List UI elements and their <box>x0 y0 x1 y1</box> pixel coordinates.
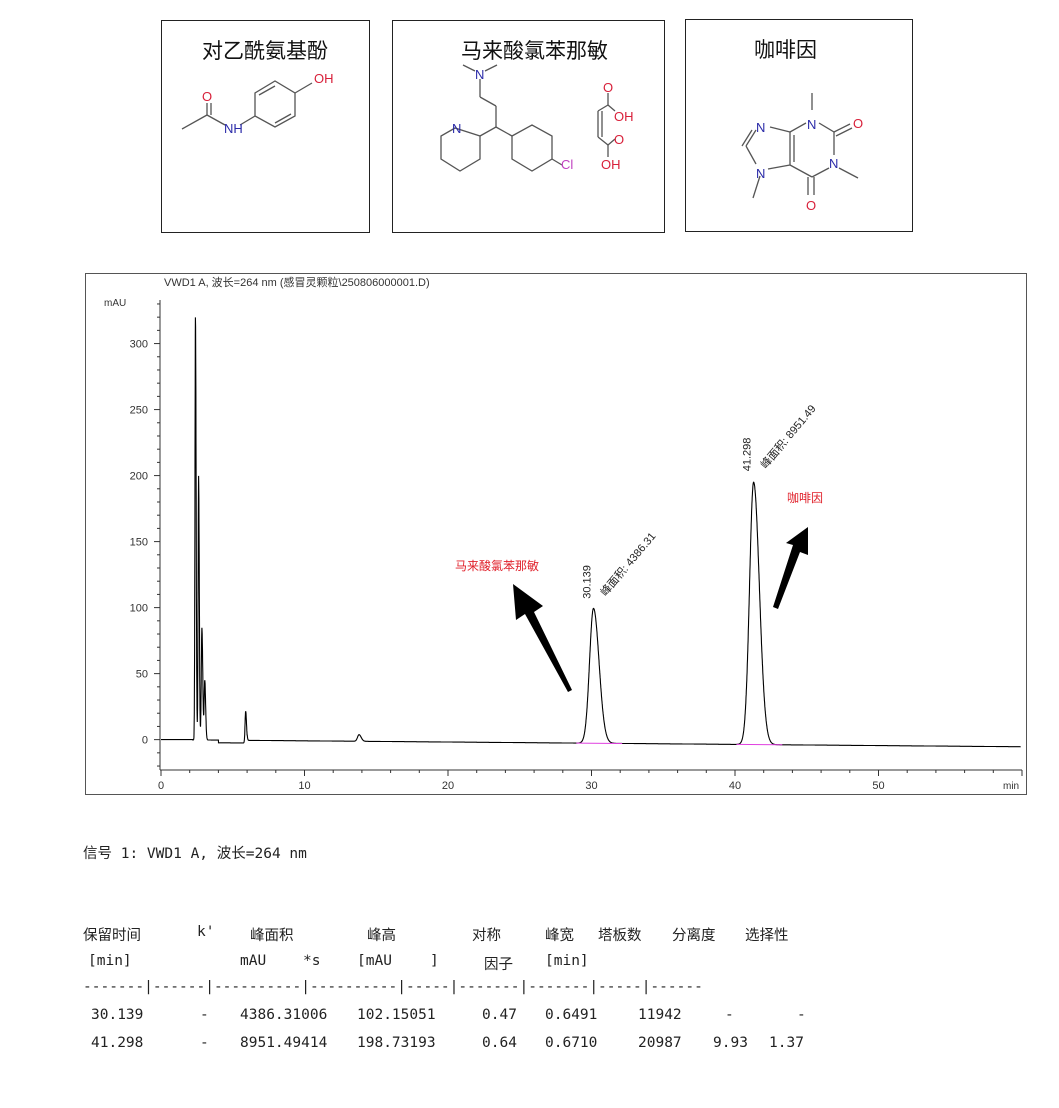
table-cell: 0.6491 <box>545 1007 598 1023</box>
table-cell: 4386.31006 <box>240 1007 328 1023</box>
atom-label: OH <box>314 71 334 86</box>
atom-label: N <box>829 156 838 171</box>
table-cell: - <box>725 1007 734 1023</box>
annotation-label: 咖啡因 <box>787 490 823 505</box>
table-cell: 20987 <box>638 1035 682 1051</box>
column-header: 峰高 <box>367 928 396 944</box>
compound-name: 马来酸氯苯那敏 <box>461 39 608 63</box>
atom-label: O <box>614 132 624 147</box>
table-cell: 8951.49414 <box>240 1035 328 1051</box>
y-axis-label: mAU <box>104 298 126 309</box>
x-tick-label: 50 <box>872 780 884 792</box>
atom-label: N <box>807 117 816 132</box>
table-cell: 11942 <box>638 1007 682 1023</box>
chlorphenamine-structure: N N Cl O OH O OH <box>440 64 634 172</box>
atom-label: N <box>452 121 461 136</box>
table-cell: - <box>200 1035 209 1051</box>
peak-rt-label: 30.139 <box>581 565 593 599</box>
y-tick-label: 50 <box>136 669 148 681</box>
column-unit: [mAU <box>357 953 392 969</box>
peak-area-label: 峰面积: 4386.31 <box>598 530 659 599</box>
paracetamol-structure: O NH OH <box>181 71 334 136</box>
column-header: 峰宽 <box>545 928 574 944</box>
table-separator: -------|------|----------|----------|---… <box>83 979 703 995</box>
column-header: 塔板数 <box>598 928 642 944</box>
compound-box-caffeine: 咖啡因 N N N N O O <box>685 19 913 232</box>
column-unit: [min] <box>88 953 132 969</box>
atom-label: O <box>603 80 613 95</box>
table-cell: 102.15051 <box>357 1007 436 1023</box>
column-header: 峰面积 <box>250 928 294 944</box>
column-unit: [min] <box>545 953 589 969</box>
annotation-label: 马来酸氯苯那敏 <box>455 558 539 573</box>
table-cell: 0.6710 <box>545 1035 598 1051</box>
chromatogram-frame <box>85 273 1027 795</box>
atom-label: NH <box>224 121 243 136</box>
compound-name: 咖啡因 <box>754 38 817 62</box>
table-cell: 30.139 <box>91 1007 144 1023</box>
table-cell: 0.64 <box>482 1035 517 1051</box>
atom-label: O <box>202 89 212 104</box>
arrow-icon <box>773 527 808 609</box>
chromatogram-trace <box>161 317 1021 748</box>
column-header: k' <box>197 924 215 940</box>
atom-label: N <box>756 166 765 181</box>
column-unit: *s <box>303 953 321 969</box>
atom-label: OH <box>601 157 621 172</box>
caffeine-structure: N N N N O O <box>741 93 863 213</box>
table-cell: 9.93 <box>713 1035 748 1051</box>
compound-box-paracetamol: 对乙酰氨基酚 O NH OH <box>161 20 370 233</box>
table-cell: - <box>200 1007 209 1023</box>
column-unit: ] <box>430 953 439 969</box>
y-tick-label: 100 <box>130 603 148 615</box>
x-tick-label: 20 <box>442 780 454 792</box>
atom-label: N <box>475 67 484 82</box>
x-tick-label: 40 <box>729 780 741 792</box>
peak-rt-label: 41.298 <box>742 438 754 472</box>
atom-label: O <box>806 198 816 213</box>
x-tick-label: 0 <box>158 780 164 792</box>
y-tick-label: 250 <box>130 405 148 417</box>
column-unit: mAU <box>240 953 267 969</box>
x-axis-label: min <box>1003 781 1019 792</box>
x-tick-label: 10 <box>298 780 310 792</box>
atom-label: OH <box>614 109 634 124</box>
y-tick-label: 200 <box>130 471 148 483</box>
column-header: 分离度 <box>672 928 716 944</box>
atom-label: N <box>756 120 765 135</box>
compound-name: 对乙酰氨基酚 <box>202 39 328 63</box>
atom-label: Cl <box>561 157 573 172</box>
table-cell: 41.298 <box>91 1035 144 1051</box>
peak-area-label: 峰面积: 8951.49 <box>758 402 819 471</box>
column-unit: 因子 <box>484 957 513 973</box>
table-cell: 0.47 <box>482 1007 517 1023</box>
table-cell: 198.73193 <box>357 1035 436 1051</box>
signal-line: 信号 1: VWD1 A, 波长=264 nm <box>83 846 307 862</box>
table-cell: - <box>797 1007 806 1023</box>
y-tick-label: 150 <box>130 537 148 549</box>
y-tick-label: 300 <box>130 339 148 351</box>
compound-box-chlorphenamine-maleate: 马来酸氯苯那敏 N N Cl O OH O OH <box>392 20 665 233</box>
atom-label: O <box>853 116 863 131</box>
column-header: 对称 <box>472 928 501 944</box>
column-header: 保留时间 <box>83 928 141 944</box>
table-cell: 1.37 <box>769 1035 804 1051</box>
column-header: 选择性 <box>745 928 789 944</box>
arrow-icon <box>513 584 572 692</box>
x-tick-label: 30 <box>585 780 597 792</box>
y-tick-label: 0 <box>142 735 148 747</box>
chromatogram: VWD1 A, 波长=264 nm (感冒灵颗粒\250806000001.D)… <box>104 275 1023 792</box>
chart-title: VWD1 A, 波长=264 nm (感冒灵颗粒\250806000001.D) <box>164 275 430 289</box>
